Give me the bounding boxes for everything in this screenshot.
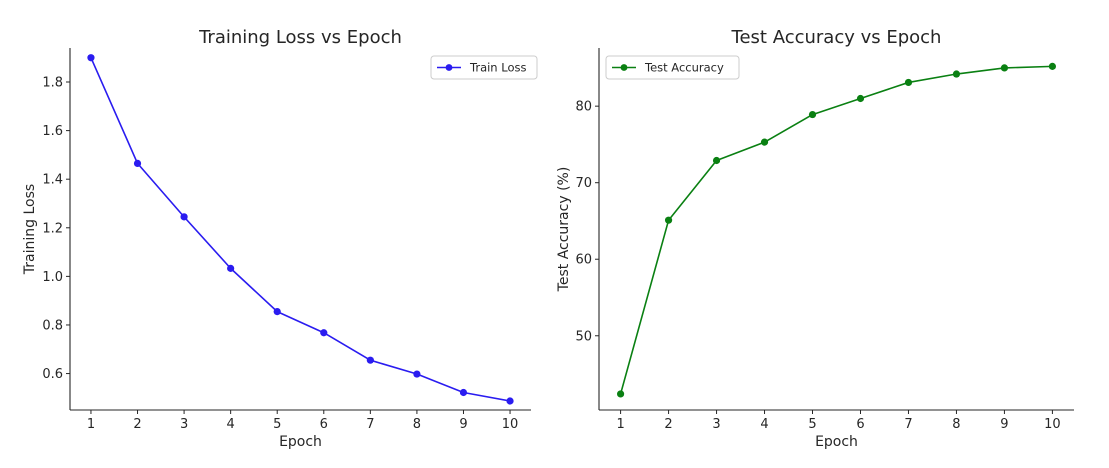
- training-loss-panel: Training Loss vs Epoch 1 2 3 4 5 6 7 8 9 10 0.6 0.8 1…: [22, 27, 538, 450]
- x-tick-label: 1: [87, 417, 95, 432]
- data-point: [952, 70, 961, 78]
- data-point: [616, 390, 625, 398]
- x-axis-label: Epoch: [815, 434, 858, 450]
- data-point: [273, 308, 281, 316]
- data-point: [459, 388, 468, 397]
- data-point: [87, 54, 95, 62]
- y-tick-label: 0.8: [42, 318, 63, 333]
- x-tick-label: 4: [227, 417, 235, 432]
- x-tick-label: 6: [320, 417, 328, 432]
- legend: Test Accuracy: [605, 55, 740, 80]
- y-axis-label: Training Loss: [22, 184, 38, 275]
- data-point: [413, 370, 421, 378]
- data-point: [1000, 64, 1009, 72]
- data-point: [506, 397, 514, 405]
- test-accuracy-panel: Test Accuracy vs Epoch 1 2 3 4 5 6 7 8 9 10 50 60 70 8…: [556, 27, 1074, 450]
- y-tick-label: 80: [575, 100, 592, 115]
- y-tick-label: 1.4: [42, 173, 63, 188]
- x-tick-label: 2: [664, 417, 672, 432]
- y-tick-label: 0.6: [42, 367, 63, 382]
- y-tick-label: 70: [575, 176, 592, 191]
- x-tick-label: 4: [760, 417, 768, 432]
- x-tick-label: 10: [1044, 417, 1061, 432]
- legend: Train Loss: [430, 55, 538, 80]
- chart-title: Training Loss vs Epoch: [198, 27, 402, 48]
- x-tick-label: 1: [616, 417, 624, 432]
- data-point: [1048, 62, 1057, 70]
- x-tick-label: 3: [712, 417, 720, 432]
- x-tick-label: 8: [413, 417, 421, 432]
- x-tick-label: 8: [952, 417, 960, 432]
- y-tick-label: 1.0: [42, 270, 63, 285]
- data-point: [856, 94, 865, 103]
- x-tick-label: 7: [366, 417, 374, 432]
- series-line: [90, 57, 511, 402]
- data-point: [664, 216, 673, 224]
- x-axis-label: Epoch: [279, 434, 322, 450]
- x-tick-label: 3: [180, 417, 188, 432]
- legend-label: Train Loss: [469, 61, 526, 75]
- data-point: [227, 264, 235, 272]
- legend-marker: [620, 64, 628, 71]
- y-tick-label: 1.6: [42, 124, 63, 139]
- y-tick-label: 60: [575, 253, 592, 268]
- legend-marker: [445, 64, 453, 71]
- y-tick-label: 1.2: [42, 221, 63, 236]
- x-tick-label: 5: [273, 417, 281, 432]
- y-tick-label: 1.8: [42, 76, 63, 91]
- chart-title: Test Accuracy vs Epoch: [731, 27, 942, 48]
- data-point: [180, 213, 188, 221]
- data-point: [904, 78, 913, 87]
- data-point: [133, 159, 142, 168]
- x-tick-label: 9: [459, 417, 467, 432]
- data-point: [320, 329, 328, 337]
- x-tick-label: 6: [856, 417, 864, 432]
- x-tick-label: 10: [502, 417, 519, 432]
- data-point: [366, 356, 374, 364]
- legend-label: Test Accuracy: [644, 61, 724, 75]
- x-tick-label: 9: [1000, 417, 1008, 432]
- x-tick-label: 5: [808, 417, 816, 432]
- x-tick-label: 2: [133, 417, 141, 432]
- y-axis-label: Test Accuracy (%): [556, 167, 572, 293]
- data-point: [712, 156, 721, 165]
- data-point: [760, 138, 769, 146]
- data-point: [808, 110, 817, 119]
- y-tick-label: 50: [575, 329, 592, 344]
- series-line: [619, 65, 1053, 395]
- legend-frame: [430, 55, 538, 80]
- legend-frame: [605, 55, 740, 80]
- x-tick-label: 7: [904, 417, 912, 432]
